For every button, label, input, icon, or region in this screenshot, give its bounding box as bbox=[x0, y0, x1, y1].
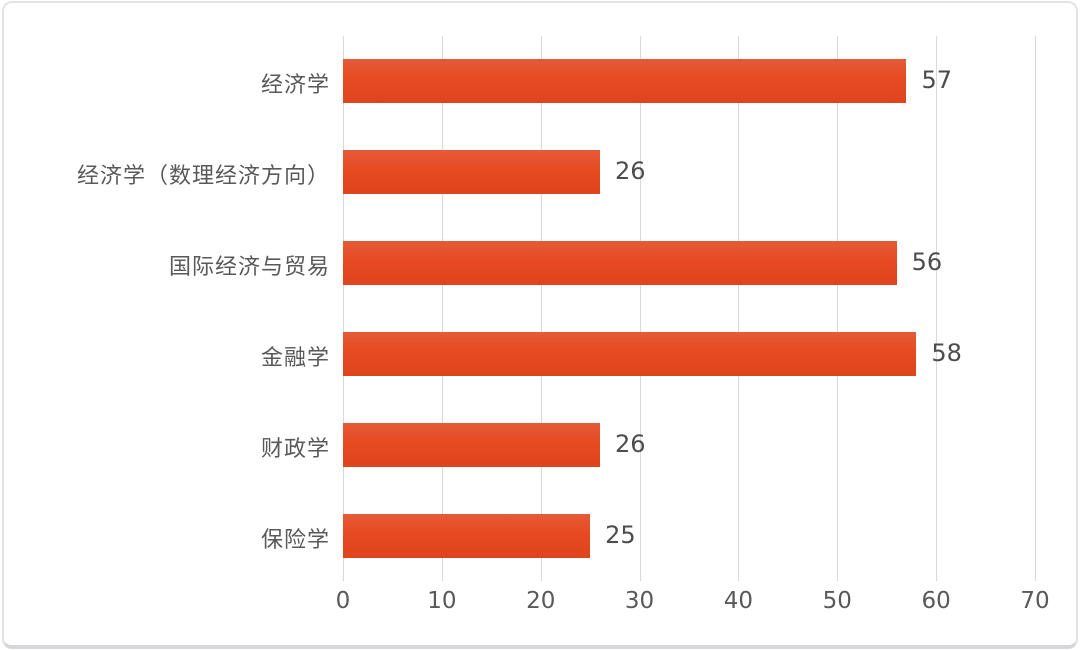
category-label: 经济学（数理经济方向） bbox=[76, 164, 330, 190]
x-tick-label: 30 bbox=[624, 588, 655, 614]
x-tick-label: 0 bbox=[335, 588, 351, 614]
chart-row: 经济学 57 bbox=[261, 36, 1035, 127]
category-label: 财政学 bbox=[260, 436, 330, 462]
category-label: 经济学 bbox=[260, 73, 330, 99]
x-tick-label: 20 bbox=[526, 588, 556, 614]
value-label: 57 bbox=[921, 66, 953, 95]
gridline bbox=[738, 36, 740, 581]
bar bbox=[343, 331, 917, 376]
bar bbox=[343, 241, 897, 286]
bar bbox=[343, 59, 907, 104]
value-label: 25 bbox=[605, 520, 636, 549]
gridline bbox=[837, 36, 839, 581]
value-label: 58 bbox=[931, 338, 962, 367]
value-label: 26 bbox=[615, 157, 646, 186]
x-axis: 0 10 20 30 40 50 60 70 bbox=[336, 588, 1050, 628]
x-tick-label: 70 bbox=[1020, 588, 1050, 614]
category-label: 国际经济与贸易 bbox=[168, 255, 330, 281]
gridline bbox=[936, 36, 938, 581]
chart-row: 财政学 26 bbox=[261, 399, 1035, 490]
x-tick-label: 10 bbox=[427, 588, 457, 614]
chart-row: 金融学 58 bbox=[261, 309, 1035, 400]
gridline bbox=[639, 36, 641, 581]
bar bbox=[343, 422, 601, 467]
chart-row: 国际经济与贸易 56 bbox=[169, 218, 1035, 309]
gridline bbox=[540, 36, 542, 581]
chart-row: 经济学（数理经济方向） 26 bbox=[77, 127, 1035, 218]
plot-area: 经济学 57 经济学（数理经济方向） 26 国际经济与贸易 56 金融学 58 财政学 26 保险学… bbox=[77, 36, 1036, 581]
x-tick-label: 50 bbox=[822, 588, 852, 614]
bar bbox=[343, 150, 601, 195]
value-label: 56 bbox=[911, 248, 943, 277]
chart-row: 保险学 25 bbox=[261, 490, 1035, 581]
gridline bbox=[1035, 36, 1036, 581]
value-label: 26 bbox=[615, 429, 646, 458]
gridline bbox=[343, 36, 344, 581]
gridline bbox=[441, 36, 443, 581]
x-tick-label: 40 bbox=[723, 588, 754, 614]
bar bbox=[343, 513, 591, 558]
category-label: 保险学 bbox=[260, 527, 330, 553]
category-label: 金融学 bbox=[260, 345, 330, 371]
x-tick-label: 60 bbox=[921, 588, 951, 614]
